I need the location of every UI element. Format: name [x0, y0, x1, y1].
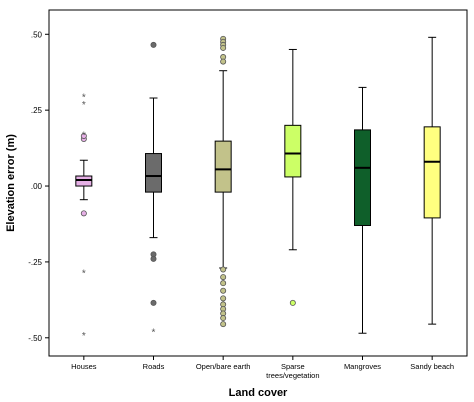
x-tick-label: Mangroves [344, 362, 381, 371]
outlier-point [220, 58, 227, 65]
box-iqr [284, 124, 302, 178]
box-iqr [75, 175, 93, 187]
outlier-point [220, 44, 227, 51]
box-group [214, 35, 232, 328]
outlier-point [150, 255, 157, 262]
box-group [284, 48, 302, 306]
y-axis-label: Elevation error (m) [5, 134, 17, 232]
outlier-point [220, 266, 227, 273]
x-tick-label: Houses [71, 362, 97, 371]
x-tick-label: trees/vegetation [266, 371, 319, 380]
y-tick-label: .00 [31, 182, 43, 191]
y-tick-label: .25 [31, 106, 43, 115]
x-axis-ticks: Houses Roads Open/bare earth Sparsetrees/ve… [71, 356, 454, 380]
extreme-point: * [82, 331, 86, 342]
outlier-point [220, 315, 227, 322]
box-group [423, 36, 441, 325]
y-axis-ticks: .50 .25 .00 -.25 -.50 [28, 30, 49, 343]
y-tick-label: -.50 [28, 334, 42, 343]
extreme-point: * [82, 130, 86, 141]
outlier-point [220, 287, 227, 294]
plot-area [48, 9, 468, 357]
x-axis-label: Land cover [229, 387, 288, 399]
x-tick-label: Sandy beach [410, 362, 454, 371]
extreme-point: * [82, 93, 86, 104]
x-tick-label: Roads [143, 362, 165, 371]
outlier-point [220, 295, 227, 302]
outlier-point [150, 299, 157, 306]
outlier-point [220, 321, 227, 328]
box-iqr [214, 140, 232, 193]
box-group: * [145, 41, 162, 339]
box-series: ***** * [75, 35, 441, 342]
extreme-point: * [152, 328, 156, 339]
outlier-point [150, 41, 157, 48]
outlier-point [80, 210, 87, 217]
outlier-point [220, 274, 227, 281]
box-iqr [423, 126, 441, 219]
outlier-point [80, 132, 87, 139]
extreme-point: * [82, 100, 86, 111]
outlier-point [220, 280, 227, 287]
x-tick-label: Open/bare earth [196, 362, 251, 371]
box-iqr [145, 153, 162, 193]
x-tick-label: Sparse [281, 362, 305, 371]
box-group: ***** [75, 93, 93, 342]
y-tick-label: .50 [31, 30, 43, 39]
outlier-point [289, 299, 296, 306]
box-group [354, 86, 371, 334]
extreme-point: * [82, 269, 86, 280]
box-iqr [354, 129, 371, 226]
y-tick-label: -.25 [28, 258, 42, 267]
